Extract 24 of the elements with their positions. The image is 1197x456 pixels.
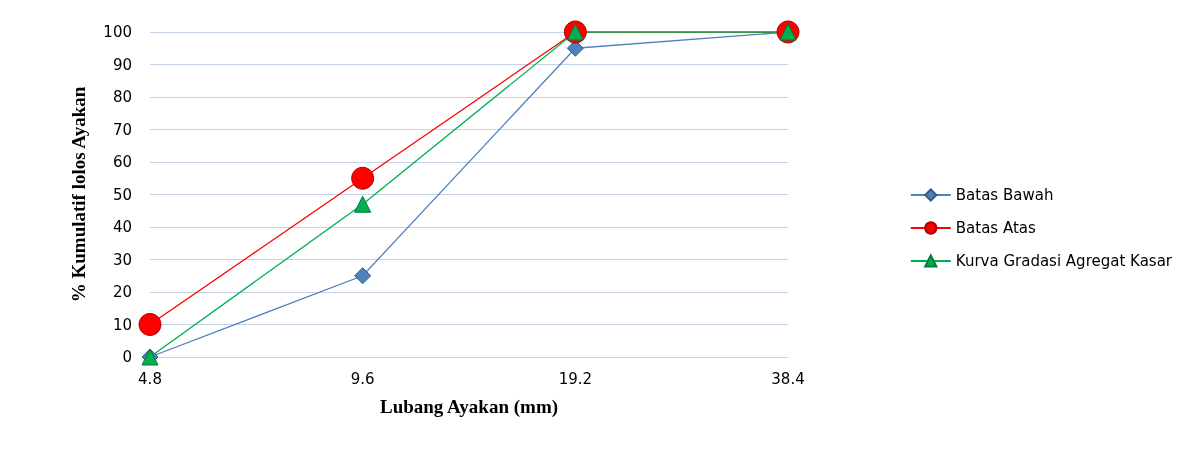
y-tick-label: 10 [112, 315, 132, 334]
point [138, 313, 162, 336]
y-tick-label: 100 [103, 23, 132, 41]
y-tick-label: 20 [112, 283, 132, 301]
x-tick-label: 38.4 [771, 369, 805, 388]
y-tick-label: 40 [112, 218, 132, 236]
x-tick-label: 9.6 [350, 369, 375, 388]
y-tick-label: 30 [112, 250, 132, 269]
y-tick-label: 70 [112, 120, 132, 139]
legend-label: Batas Bawah [955, 186, 1054, 204]
y-tick-label: 0 [122, 348, 132, 366]
x-tick-label: 19.2 [558, 369, 593, 388]
y-tick-label: 80 [112, 88, 132, 106]
y-tick-label: 90 [112, 55, 132, 74]
point [354, 195, 372, 213]
legend-label: Batas Atas [955, 219, 1037, 237]
point [351, 166, 375, 190]
x-axis-title: Lubang Ayakan (mm) [379, 396, 559, 418]
y-axis-title: % Kumulatif lolos Ayakan [68, 86, 89, 303]
legend-label: Kurva Gradasi Agregat Kasar [955, 252, 1173, 270]
y-tick-label: 60 [112, 153, 132, 171]
y-tick-label: 50 [112, 185, 132, 204]
point [354, 267, 372, 285]
x-tick-label: 4.8 [138, 369, 162, 388]
